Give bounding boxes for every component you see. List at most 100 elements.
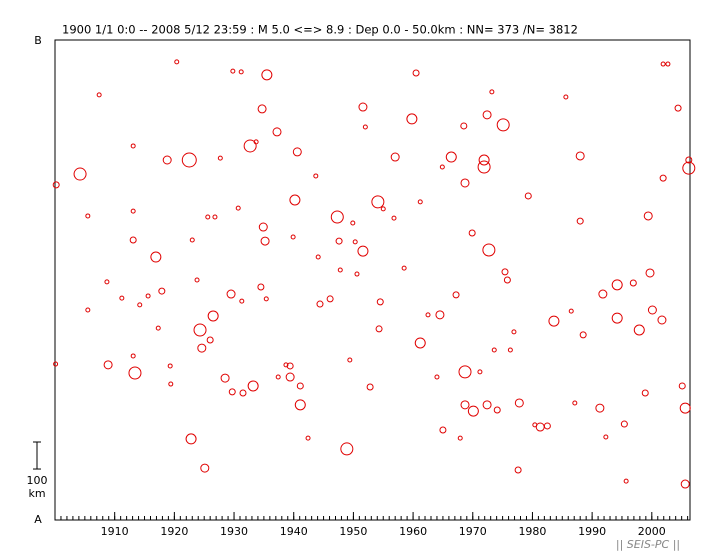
event-circle [296, 382, 304, 390]
event-circle [335, 237, 343, 245]
event-circle [657, 315, 667, 325]
event-circle [181, 152, 197, 168]
event-circle [380, 206, 386, 212]
event-circle [439, 164, 445, 170]
event-circle [679, 402, 691, 414]
top-end-label: B [34, 34, 42, 47]
event-circle [457, 435, 463, 441]
event-circle [145, 293, 151, 299]
event-circle [217, 155, 223, 161]
x-tick-label: 1910 [101, 525, 129, 538]
event-circle [258, 222, 268, 232]
event-circle [315, 254, 321, 260]
event-circle [286, 362, 294, 370]
event-circle [482, 400, 492, 410]
event-circle [425, 312, 431, 318]
event-circle [563, 94, 569, 100]
event-circle [674, 104, 682, 112]
event-circle [371, 195, 385, 209]
event-circle [354, 271, 360, 277]
footer: || SEIS-PC || [616, 538, 680, 551]
event-circle [104, 279, 110, 285]
event-circle [162, 155, 172, 165]
event-circle [313, 173, 319, 179]
event-circle [167, 363, 173, 369]
event-circle [352, 239, 358, 245]
event-circle [247, 380, 259, 392]
event-circle [579, 331, 587, 339]
event-circle [357, 245, 369, 257]
event-circle [85, 307, 91, 313]
x-tick-label: 1970 [459, 525, 487, 538]
event-circle [243, 139, 257, 153]
x-tick-label: 1920 [160, 525, 188, 538]
event-circle [620, 420, 628, 428]
event-circle [137, 302, 143, 308]
event-circle [294, 399, 306, 411]
event-circle [477, 369, 483, 375]
event-circle [358, 102, 368, 112]
event-circle [212, 214, 218, 220]
bottom-end-label: A [34, 513, 42, 526]
event-circle [543, 422, 551, 430]
event-circle [129, 236, 137, 244]
event-circle [207, 310, 219, 322]
event-circle [629, 279, 637, 287]
event-circle [514, 398, 524, 408]
event-circle [680, 479, 690, 489]
event-circle [235, 205, 241, 211]
event-circle [477, 160, 491, 174]
x-tick-label: 1990 [578, 525, 606, 538]
event-circle [174, 59, 180, 65]
event-circle [452, 291, 460, 299]
scale-bar-value: 100 [27, 474, 48, 487]
event-circle [376, 298, 384, 306]
event-circle [263, 296, 269, 302]
event-circle [568, 308, 574, 314]
event-circle [412, 69, 420, 77]
event-circle [524, 192, 532, 200]
event-circle [501, 268, 509, 276]
event-circle [511, 329, 517, 335]
event-circle [496, 118, 510, 132]
event-circle [193, 323, 207, 337]
event-circle [406, 113, 418, 125]
event-circle [330, 210, 344, 224]
event-circle [316, 300, 324, 308]
event-circle [130, 353, 136, 359]
event-circle [417, 199, 423, 205]
event-circle [272, 127, 282, 137]
event-circle [185, 433, 197, 445]
event-circle [226, 289, 236, 299]
event-circle [239, 298, 245, 304]
event-circle [73, 167, 87, 181]
event-circle [434, 374, 440, 380]
event-circle [576, 217, 584, 225]
event-circle [507, 347, 513, 353]
event-circle [445, 151, 457, 163]
event-circle [375, 325, 383, 333]
event-circle [460, 400, 470, 410]
event-circle [103, 360, 113, 370]
event-circle [482, 110, 492, 120]
chart-title: 1900 1/1 0:0 -- 2008 5/12 23:59 : M 5.0 … [62, 23, 578, 37]
event-circle [275, 374, 281, 380]
event-circle [347, 357, 353, 363]
event-circle [414, 337, 426, 349]
event-circle [514, 466, 522, 474]
event-circle [220, 373, 230, 383]
event-circle [491, 347, 497, 353]
event-circle [460, 178, 470, 188]
event-circle [390, 152, 400, 162]
event-circle [292, 147, 302, 157]
event-circle [239, 389, 247, 397]
event-circle [503, 276, 511, 284]
event-circle [119, 295, 125, 301]
event-circle [659, 174, 667, 182]
event-circle [200, 463, 210, 473]
event-circle [633, 324, 645, 336]
event-circle [643, 211, 653, 221]
event-circle [158, 287, 166, 295]
